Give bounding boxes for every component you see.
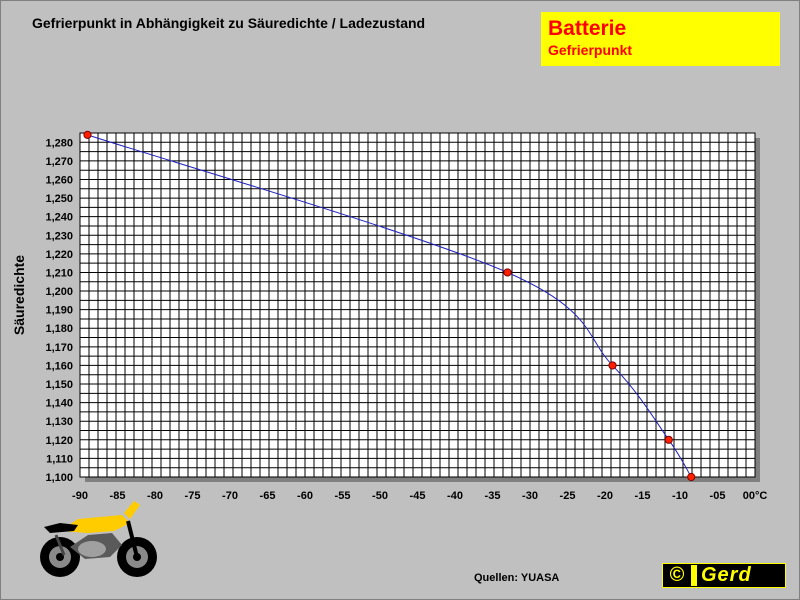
x-tick-label: -65: [260, 490, 276, 502]
badge-title: Batterie: [548, 17, 627, 40]
page-title: Gefrierpunkt in Abhängigkeit zu Säuredic…: [32, 15, 426, 31]
y-tick-label: 1,270: [45, 156, 73, 168]
copyright-name: Gerd: [701, 564, 752, 586]
y-tick-label: 1,130: [45, 416, 73, 428]
data-point: [687, 472, 696, 482]
y-tick-label: 1,150: [45, 379, 73, 391]
logo-separator: [691, 565, 697, 586]
x-tick-label: -30: [522, 490, 538, 502]
x-tick-label: -40: [447, 490, 463, 502]
title-badge: Batterie Gefrierpunkt: [541, 12, 780, 66]
y-tick-label: 1,210: [45, 267, 73, 279]
x-tick-label: -05: [710, 490, 726, 502]
y-tick-label: 1,120: [45, 435, 73, 447]
data-point: [83, 130, 92, 139]
source-note: Quellen: YUASA: [474, 572, 560, 584]
x-tick-label: -35: [485, 490, 501, 502]
x-tick-label: -55: [335, 490, 351, 502]
x-tick-label: -25: [560, 490, 576, 502]
plot-border: [79, 132, 756, 478]
y-tick-label: 1,280: [45, 137, 73, 149]
copyright-symbol: ©: [669, 564, 685, 586]
y-tick-label: 1,190: [45, 305, 73, 317]
y-axis-label: Säuredichte: [11, 255, 27, 335]
y-tick-label: 1,160: [45, 360, 73, 372]
badge-subtitle: Gefrierpunkt: [548, 42, 633, 58]
y-tick-label: 1,230: [45, 230, 73, 242]
plot-area: [80, 133, 755, 477]
x-tick-label: -15: [635, 490, 651, 502]
y-tick-label: 1,100: [45, 472, 73, 484]
x-tick-label: -45: [410, 490, 426, 502]
y-tick-label: 1,170: [45, 342, 73, 354]
x-tick-label: -20: [597, 490, 613, 502]
x-tick-label: -85: [110, 490, 126, 502]
y-tick-label: 1,180: [45, 323, 73, 335]
x-tick-label: -10: [672, 490, 688, 502]
x-tick-label: 00°C: [743, 490, 768, 502]
y-tick-label: 1,260: [45, 174, 73, 186]
y-tick-label: 1,200: [45, 286, 73, 298]
motorcycle-icon: [40, 501, 157, 577]
y-tick-label: 1,220: [45, 249, 73, 261]
x-tick-label: -70: [222, 490, 238, 502]
x-tick-label: -50: [372, 490, 388, 502]
y-tick-label: 1,240: [45, 212, 73, 224]
copyright-logo: © Gerd: [662, 563, 786, 588]
data-point: [608, 361, 617, 370]
y-tick-label: 1,250: [45, 193, 73, 205]
x-tick-label: -60: [297, 490, 313, 502]
x-tick-label: -75: [185, 490, 201, 502]
y-tick-label: 1,110: [46, 453, 73, 465]
x-tick-label: -80: [147, 490, 163, 502]
data-point: [503, 268, 512, 277]
y-tick-label: 1,140: [45, 398, 73, 410]
data-point: [664, 435, 673, 444]
x-tick-label: -90: [72, 490, 88, 502]
